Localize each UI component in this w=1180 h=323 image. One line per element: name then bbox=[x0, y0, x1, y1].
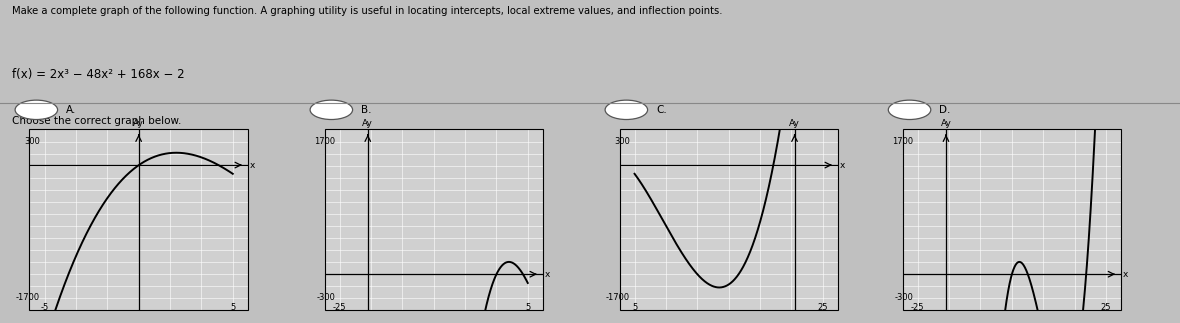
Circle shape bbox=[605, 100, 648, 120]
Text: x: x bbox=[1122, 270, 1128, 279]
Text: 5: 5 bbox=[230, 303, 235, 312]
Circle shape bbox=[15, 100, 58, 120]
Text: -300: -300 bbox=[316, 293, 335, 302]
Text: Ay: Ay bbox=[789, 119, 800, 128]
Text: 25: 25 bbox=[818, 303, 828, 312]
Text: -25: -25 bbox=[333, 303, 346, 312]
Text: f(x) = 2x³ − 48x² + 168x − 2: f(x) = 2x³ − 48x² + 168x − 2 bbox=[12, 68, 184, 81]
Text: x: x bbox=[249, 161, 255, 170]
Text: x: x bbox=[544, 270, 550, 279]
Text: -1700: -1700 bbox=[15, 293, 40, 302]
Text: 5: 5 bbox=[632, 303, 637, 312]
Text: 25: 25 bbox=[1101, 303, 1112, 312]
Text: 5: 5 bbox=[525, 303, 530, 312]
Text: -1700: -1700 bbox=[605, 293, 630, 302]
Text: A.: A. bbox=[66, 105, 77, 115]
Text: Ay: Ay bbox=[940, 119, 951, 128]
Circle shape bbox=[889, 100, 931, 120]
Text: Choose the correct graph below.: Choose the correct graph below. bbox=[12, 116, 182, 126]
Text: Ay: Ay bbox=[133, 119, 144, 128]
Text: 300: 300 bbox=[614, 137, 630, 146]
Text: -5: -5 bbox=[40, 303, 48, 312]
Text: 1700: 1700 bbox=[892, 137, 913, 146]
Text: 1700: 1700 bbox=[314, 137, 335, 146]
Text: Ay: Ay bbox=[362, 119, 373, 128]
Text: C.: C. bbox=[656, 105, 667, 115]
Text: -300: -300 bbox=[894, 293, 913, 302]
Text: -25: -25 bbox=[911, 303, 924, 312]
Circle shape bbox=[310, 100, 353, 120]
Text: x: x bbox=[839, 161, 845, 170]
Text: B.: B. bbox=[361, 105, 372, 115]
Text: 300: 300 bbox=[24, 137, 40, 146]
Text: Make a complete graph of the following function. A graphing utility is useful in: Make a complete graph of the following f… bbox=[12, 6, 722, 16]
Text: D.: D. bbox=[939, 105, 951, 115]
